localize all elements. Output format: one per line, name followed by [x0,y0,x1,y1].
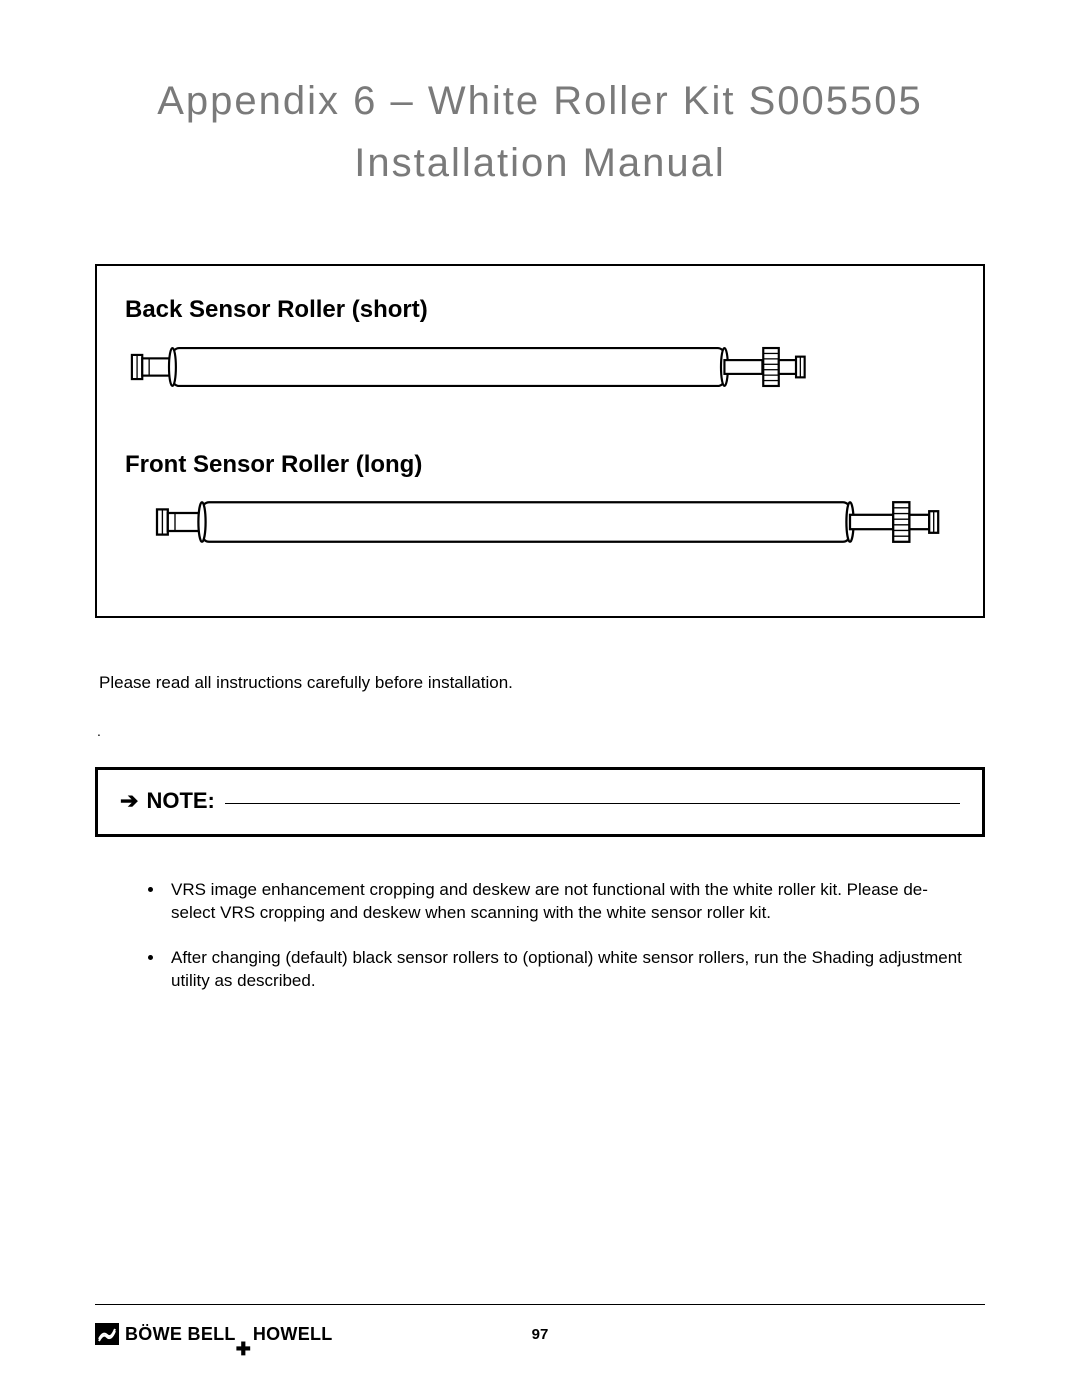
brand-mark-icon [95,1323,119,1345]
title-line-2: Installation Manual [95,132,985,194]
brand-post: BELL✚HOWELL [188,1324,333,1344]
instruction-text: Please read all instructions carefully b… [99,673,985,693]
arrow-right-icon: ➔ [120,788,138,814]
back-roller-svg [125,338,815,396]
page-footer: BÖWE BELL✚HOWELL 97 [95,1304,985,1349]
footer-row: BÖWE BELL✚HOWELL 97 [95,1319,985,1349]
stray-period: . [97,723,985,739]
page-number: 97 [532,1326,549,1343]
title-block: Appendix 6 – White Roller Kit S005505 In… [95,70,985,194]
note-rule-line [225,803,960,804]
note-label: NOTE: [146,788,214,814]
bullet-item: VRS image enhancement cropping and deske… [165,879,965,925]
front-roller-label: Front Sensor Roller (long) [125,451,955,479]
back-roller-figure [125,338,955,401]
title-line-1: Appendix 6 – White Roller Kit S005505 [95,70,985,132]
roller-diagram-box: Back Sensor Roller (short) Front Sensor … [95,264,985,618]
brand-pre: BÖWE [125,1324,182,1344]
bullet-item: After changing (default) black sensor ro… [165,947,965,993]
front-roller-section: Front Sensor Roller (long) [125,451,955,556]
note-box: ➔ NOTE: [95,767,985,837]
back-roller-label: Back Sensor Roller (short) [125,296,955,324]
note-bullet-list: VRS image enhancement cropping and deske… [165,879,965,993]
brand-logo: BÖWE BELL✚HOWELL [95,1323,333,1345]
front-roller-svg [139,493,949,551]
footer-rule [95,1304,985,1305]
note-header-row: ➔ NOTE: [120,788,960,814]
document-page: Appendix 6 – White Roller Kit S005505 In… [0,0,1080,1397]
brand-text: BÖWE BELL✚HOWELL [125,1324,333,1345]
